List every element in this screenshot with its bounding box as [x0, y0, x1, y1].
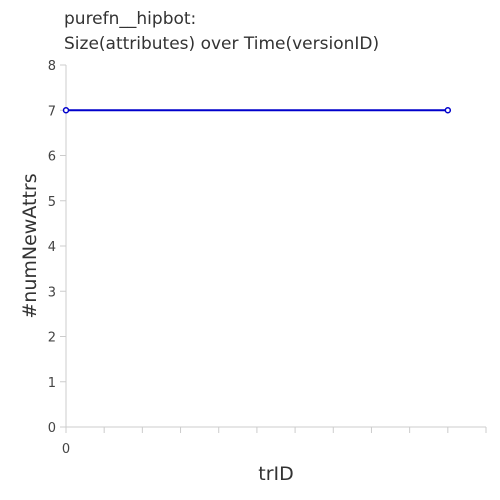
y-tick-label: 8 [48, 59, 56, 74]
data-point [444, 107, 452, 114]
y-tick-label: 0 [48, 421, 56, 436]
y-tick-label: 1 [48, 376, 56, 391]
chart-title-line-1: purefn__hipbot: [64, 9, 196, 29]
y-tick-label: 3 [48, 285, 56, 300]
y-tick-label: 5 [48, 195, 56, 210]
data-point [62, 107, 70, 114]
y-tick-label: 6 [48, 150, 56, 165]
x-axis-label: trID [258, 463, 294, 485]
y-tick-label: 4 [48, 240, 56, 255]
y-tick-label: 2 [48, 331, 56, 346]
y-axis-label: #numNewAttrs [19, 173, 41, 318]
series [62, 107, 452, 114]
x-tick-label: 0 [62, 442, 70, 457]
y-tick-label: 7 [48, 104, 56, 119]
chart-title-line-2: Size(attributes) over Time(versionID) [64, 34, 379, 54]
axes [65, 65, 486, 428]
ticks: 0 1 2 3 4 5 6 7 8 0 [48, 59, 487, 457]
chart-title: purefn__hipbot: Size(attributes) over Ti… [64, 9, 379, 54]
